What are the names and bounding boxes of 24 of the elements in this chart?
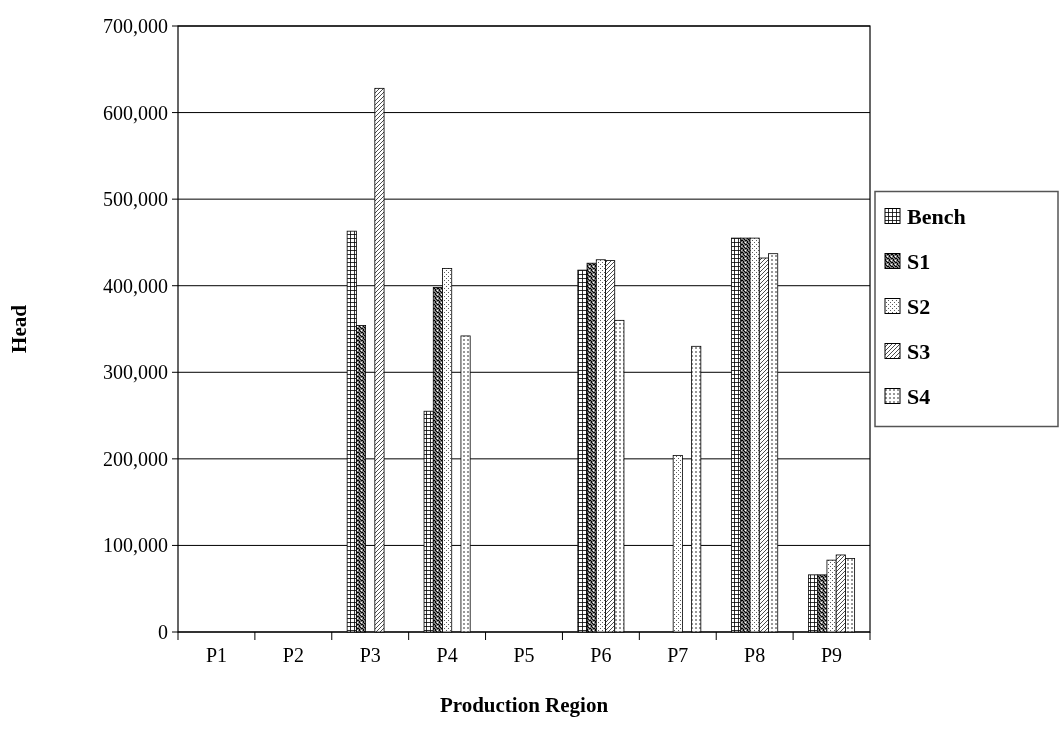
- y-tick-label: 400,000: [103, 274, 168, 297]
- x-tick-label: P7: [667, 644, 689, 666]
- y-tick-label: 100,000: [103, 534, 168, 557]
- y-tick-label: 300,000: [103, 361, 168, 384]
- y-tick-label: 500,000: [103, 188, 168, 211]
- legend-label: S2: [907, 294, 931, 320]
- x-tick-label: P4: [436, 644, 458, 666]
- x-tick-label: P6: [590, 644, 612, 666]
- legend-label: Bench: [907, 204, 966, 230]
- y-axis-title: Head: [7, 304, 31, 353]
- x-tick-label: P3: [359, 644, 381, 666]
- y-tick-label: 700,000: [103, 15, 168, 37]
- y-tick-label: 0: [158, 621, 168, 643]
- x-tick-label: P1: [205, 644, 228, 666]
- legend-label: S3: [907, 339, 931, 365]
- legend-label: S4: [907, 384, 931, 410]
- x-tick-label: P5: [513, 644, 535, 666]
- x-tick-label: P8: [744, 644, 766, 666]
- x-tick-label: P9: [820, 644, 843, 666]
- y-tick-label: 600,000: [103, 101, 168, 124]
- x-tick-label: P2: [282, 644, 304, 666]
- legend-label: S1: [907, 249, 931, 275]
- x-axis-title: Production Region: [439, 693, 609, 717]
- y-tick-label: 200,000: [103, 447, 168, 470]
